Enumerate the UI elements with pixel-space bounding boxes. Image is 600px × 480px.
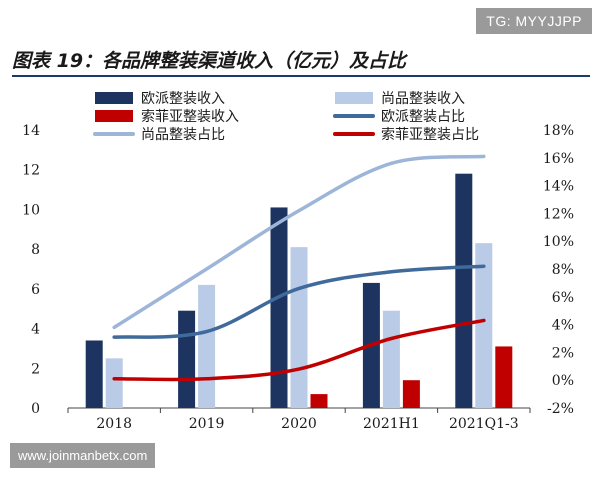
right-tick-label: 16% bbox=[543, 151, 574, 167]
bar-shangpin_rev bbox=[382, 310, 400, 408]
right-tick-label: 12% bbox=[543, 206, 574, 222]
bar-suofeiya_rev bbox=[495, 346, 513, 408]
x-tick-label: 2019 bbox=[189, 416, 225, 432]
left-tick-label: 10 bbox=[22, 202, 40, 218]
bar-shangpin_rev bbox=[105, 358, 123, 408]
bar-oupai_rev bbox=[85, 340, 103, 408]
bar-oupai_rev bbox=[455, 173, 473, 408]
right-tick-label: 18% bbox=[543, 123, 574, 139]
left-tick-label: 2 bbox=[31, 361, 40, 377]
bar-shangpin_rev bbox=[475, 243, 493, 408]
bar-suofeiya_rev bbox=[402, 380, 420, 408]
legend-label-shangpin_rev: 尚品整装收入 bbox=[381, 91, 465, 107]
left-tick-label: 0 bbox=[31, 401, 40, 417]
bar-oupai_rev bbox=[270, 207, 288, 408]
right-tick-label: -2% bbox=[547, 401, 574, 417]
line-suofeiya_share bbox=[112, 318, 486, 382]
bar-shangpin_rev bbox=[198, 284, 216, 408]
chart-title: 图表 19：各品牌整装渠道收入（亿元）及占比 bbox=[12, 50, 407, 72]
watermark-bottom: www.joinmanbetx.com bbox=[10, 443, 156, 468]
legend-label-oupai_share: 欧派整装占比 bbox=[381, 109, 465, 125]
legend-label-shangpin_share: 尚品整装占比 bbox=[141, 127, 225, 143]
right-tick-label: 4% bbox=[552, 318, 574, 334]
bar-shangpin_rev bbox=[290, 247, 308, 408]
left-tick-label: 4 bbox=[31, 322, 40, 338]
right-tick-label: 2% bbox=[552, 345, 574, 361]
watermark-top: TG: MYYJJPP bbox=[476, 8, 592, 34]
right-tick-label: 6% bbox=[552, 290, 574, 306]
left-tick-label: 8 bbox=[31, 242, 40, 258]
left-tick-label: 12 bbox=[22, 163, 40, 179]
left-tick-label: 14 bbox=[22, 123, 40, 139]
right-tick-label: 10% bbox=[543, 234, 574, 250]
axes-layer: 0 2 4 6 8 10 12 14 -2% 0% 2% 4% 6% 8% 10% 12% 14% 16% 18% 2… bbox=[22, 123, 574, 432]
legend-swatch-suofeiya_rev bbox=[95, 110, 133, 122]
x-tick-label: 2021Q1-3 bbox=[449, 416, 519, 432]
line-shangpin_share bbox=[112, 154, 486, 330]
x-tick-label: 2020 bbox=[281, 416, 317, 432]
legend-label-oupai_rev: 欧派整装收入 bbox=[141, 91, 225, 107]
right-tick-label: 8% bbox=[552, 262, 574, 278]
legend-swatch-oupai_rev bbox=[95, 92, 133, 104]
lines-layer bbox=[112, 154, 486, 382]
line-oupai_share bbox=[112, 264, 486, 339]
x-tick-label: 2021H1 bbox=[363, 416, 420, 432]
legend-swatch-shangpin_rev bbox=[335, 92, 373, 104]
x-tick-label: 2018 bbox=[96, 416, 132, 432]
legend-label-suofeiya_rev: 索菲亚整装收入 bbox=[141, 108, 239, 125]
bar-suofeiya_rev bbox=[310, 394, 328, 408]
right-tick-label: 0% bbox=[552, 373, 574, 389]
left-tick-label: 6 bbox=[31, 282, 40, 298]
bar-oupai_rev bbox=[178, 310, 196, 408]
right-tick-label: 14% bbox=[543, 179, 574, 195]
chart-title-row: 图表 19：各品牌整装渠道收入（亿元）及占比 bbox=[12, 47, 590, 77]
legend-label-suofeiya_share: 索菲亚整装占比 bbox=[381, 126, 479, 143]
